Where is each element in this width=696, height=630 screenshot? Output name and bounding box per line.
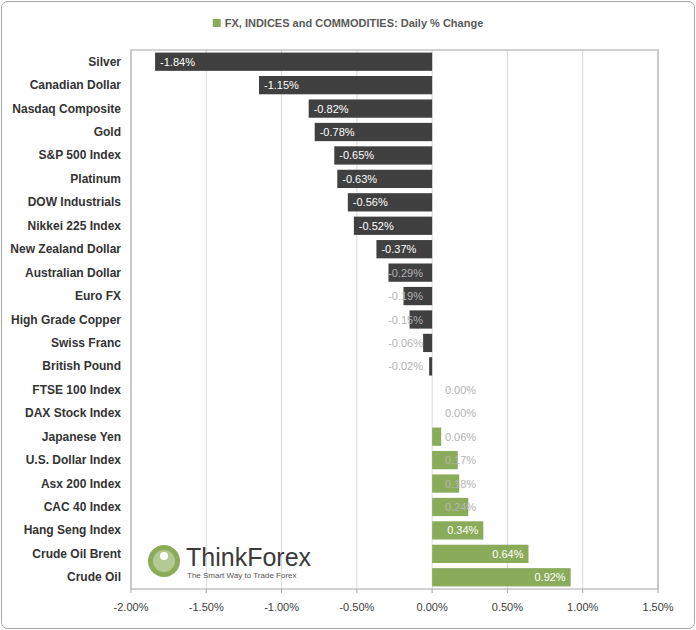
category-label: Asx 200 Index xyxy=(41,477,121,491)
legend-label: FX, INDICES and COMMODITIES: Daily % Cha… xyxy=(225,17,484,29)
data-label: -1.84% xyxy=(160,56,195,68)
tick-label: 0.00% xyxy=(417,601,448,613)
category-label: S&P 500 Index xyxy=(39,148,122,162)
bar xyxy=(376,240,432,258)
category-label: Australian Dollar xyxy=(25,266,121,280)
category-label: New Zealand Dollar xyxy=(10,242,121,256)
plot-frame xyxy=(131,50,658,589)
category-label: Euro FX xyxy=(75,289,121,303)
bar xyxy=(315,123,432,141)
data-label: 0.34% xyxy=(447,524,478,536)
category-label: CAC 40 Index xyxy=(44,500,122,514)
bar xyxy=(432,545,528,563)
bar xyxy=(432,428,441,446)
data-label: -0.29% xyxy=(388,267,423,279)
bar xyxy=(432,381,433,399)
bar xyxy=(155,53,432,71)
logo: ThinkForexThe Smart Way to Trade Forex xyxy=(148,543,312,580)
tick-mark xyxy=(131,589,132,593)
data-label: -1.15% xyxy=(264,79,299,91)
bar xyxy=(432,568,571,586)
legend-swatch xyxy=(213,19,221,27)
tick-mark xyxy=(206,589,207,593)
category-label: Crude Oil Brent xyxy=(32,547,121,561)
grid-line xyxy=(206,50,207,589)
data-label: -0.02% xyxy=(388,360,423,372)
category-label: U.S. Dollar Index xyxy=(26,453,122,467)
bar xyxy=(429,357,432,375)
category-label: Canadian Dollar xyxy=(30,78,122,92)
bar xyxy=(348,193,432,211)
category-label: Hang Seng Index xyxy=(24,523,122,537)
data-label: -0.63% xyxy=(342,173,377,185)
tick-label: 0.50% xyxy=(492,601,523,613)
logo-icon xyxy=(148,545,180,577)
category-label: FTSE 100 Index xyxy=(32,383,121,397)
data-label: 0.24% xyxy=(445,501,476,513)
category-label: Crude Oil xyxy=(67,570,121,584)
data-label: -0.15% xyxy=(388,314,423,326)
data-label: 0.00% xyxy=(445,407,476,419)
category-label: Swiss Franc xyxy=(51,336,121,350)
logo-icon-inner xyxy=(153,550,175,572)
logo-icon-dot xyxy=(160,552,168,560)
tick-mark xyxy=(507,589,508,593)
bar xyxy=(432,404,433,422)
category-label: Silver xyxy=(88,55,121,69)
tick-label: 1.50% xyxy=(642,601,673,613)
data-label: -0.78% xyxy=(320,126,355,138)
tick-mark xyxy=(658,589,659,593)
tick-label: -2.00% xyxy=(114,601,149,613)
data-label: 0.64% xyxy=(492,548,523,560)
bars xyxy=(155,53,571,587)
tick-mark xyxy=(281,589,282,593)
tick-label: 1.00% xyxy=(567,601,598,613)
chart-frame xyxy=(2,2,695,629)
data-label: -0.52% xyxy=(359,220,394,232)
category-label: Gold xyxy=(94,125,121,139)
data-label: 0.17% xyxy=(445,454,476,466)
tick-mark xyxy=(582,589,583,593)
bar xyxy=(388,263,432,281)
bar xyxy=(334,146,432,164)
tick-mark xyxy=(356,589,357,593)
data-label: -0.56% xyxy=(353,196,388,208)
data-label: -0.37% xyxy=(381,243,416,255)
data-label: -0.65% xyxy=(339,149,374,161)
category-label: DAX Stock Index xyxy=(25,406,121,420)
logo-tagline: The Smart Way to Trade Forex xyxy=(187,571,297,580)
data-label: 0.06% xyxy=(445,431,476,443)
category-label: High Grade Copper xyxy=(11,313,121,327)
category-label: British Pound xyxy=(42,359,121,373)
tick-label: -0.50% xyxy=(339,601,374,613)
grid-line xyxy=(281,50,282,589)
grid-line xyxy=(582,50,583,589)
bar xyxy=(354,217,432,235)
tick-label: -1.00% xyxy=(264,601,299,613)
bar xyxy=(432,521,483,539)
grid-line xyxy=(507,50,508,589)
category-label: Platinum xyxy=(70,172,121,186)
category-label: Japanese Yen xyxy=(42,430,121,444)
data-label: 0.18% xyxy=(445,478,476,490)
category-label: Nasdaq Composite xyxy=(12,102,121,116)
bar xyxy=(337,170,432,188)
bar xyxy=(309,99,432,117)
tick-label: -1.50% xyxy=(189,601,224,613)
category-label: DOW Industrials xyxy=(28,195,122,209)
data-label: 0.00% xyxy=(445,384,476,396)
data-label: -0.82% xyxy=(314,103,349,115)
chart: -2.00% -1.50% -1.00% -0.50% 0.00% 0.50% 1.00% 1… xyxy=(0,0,696,630)
category-label: Nikkei 225 Index xyxy=(28,219,122,233)
tick-mark xyxy=(432,589,433,593)
data-label: 0.92% xyxy=(534,571,565,583)
data-label: -0.19% xyxy=(388,290,423,302)
data-label: -0.06% xyxy=(388,337,423,349)
bar xyxy=(423,334,432,352)
bar xyxy=(259,76,432,94)
logo-text: ThinkForex xyxy=(186,543,312,571)
legend: FX, INDICES and COMMODITIES: Daily % Cha… xyxy=(213,17,484,29)
data-labels: -1.84% -1.15% -0.82% -0.78% -0.65% -0.63% -0.5… xyxy=(160,56,566,584)
